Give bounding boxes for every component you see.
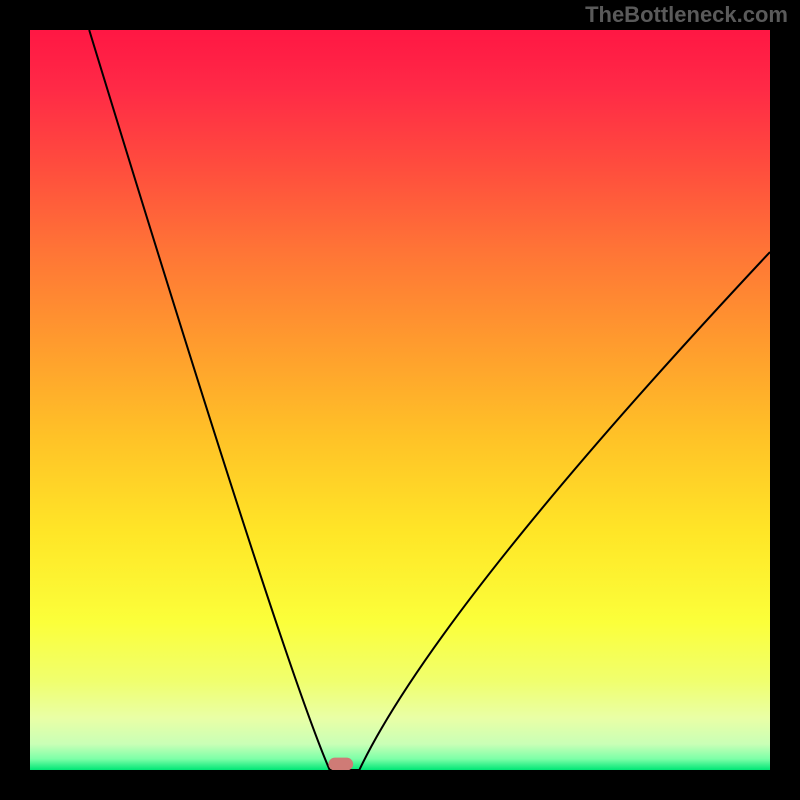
bottleneck-chart	[0, 0, 800, 800]
optimum-marker	[329, 758, 353, 770]
gradient-background	[30, 30, 770, 770]
watermark-text: TheBottleneck.com	[585, 2, 788, 28]
